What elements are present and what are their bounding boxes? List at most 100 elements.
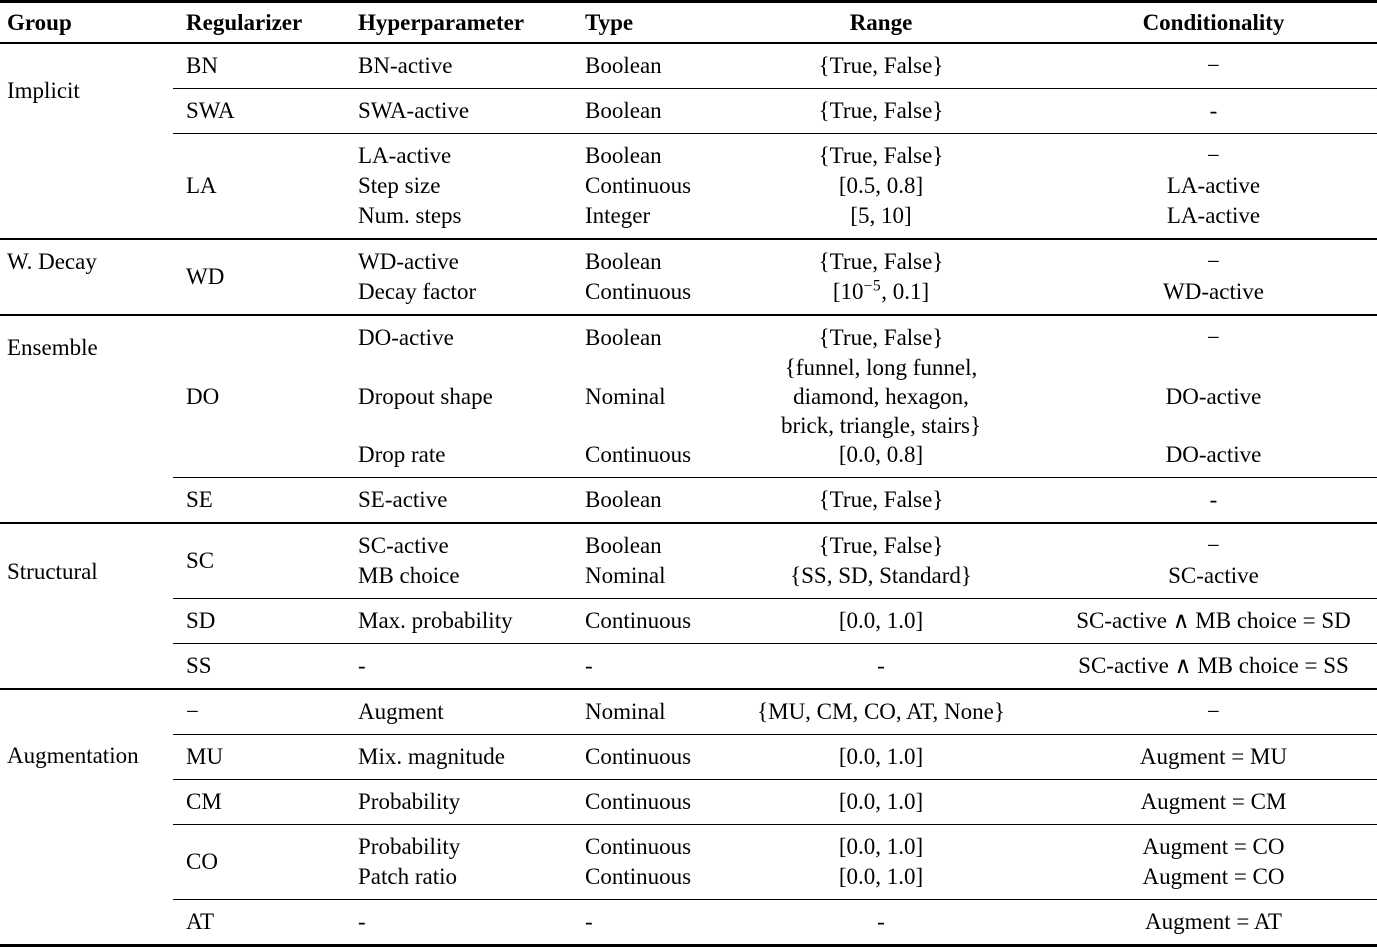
cell-hyperparameter: Max. probability xyxy=(358,608,513,633)
cell-type: Continuous xyxy=(585,279,692,304)
cell-type: Continuous xyxy=(585,608,692,633)
cell-conditionality: DO-active xyxy=(1165,442,1262,467)
range-line: brick, triangle, stairs} xyxy=(780,413,982,438)
cell-type: Boolean xyxy=(585,143,662,168)
table-row: Augment Nominal {MU, CM, CO, AT, None} − xyxy=(358,697,1377,727)
table-row: WD-active Boolean {True, False} − xyxy=(358,247,1377,277)
cell-conditionality: - xyxy=(1209,487,1218,512)
cell-type: Nominal xyxy=(585,383,666,409)
cell-hyperparameter: DO-active xyxy=(358,325,454,350)
cell-hyperparameter: Probability xyxy=(358,834,461,859)
header-regularizer: Regularizer xyxy=(186,10,303,35)
cell-hyperparameter: - xyxy=(358,653,366,678)
table-row: Dropout shape Nominal {funnel, long funn… xyxy=(358,353,1377,440)
cell-type: Boolean xyxy=(585,325,662,350)
cell-range: [0.0, 0.8] xyxy=(838,442,924,467)
cell-range: {True, False} xyxy=(818,249,944,274)
cell-hyperparameter: BN-active xyxy=(358,53,453,78)
cell-range: {True, False} xyxy=(818,325,944,350)
cell-conditionality: − xyxy=(1207,325,1220,350)
cell-conditionality: SC-active xyxy=(1168,563,1259,588)
cell-range: {True, False} xyxy=(818,533,944,558)
regularizer-label: BN xyxy=(186,53,218,78)
cell-hyperparameter: Num. steps xyxy=(358,203,462,228)
table-row: - - - Augment = AT xyxy=(358,907,1377,937)
group-label: Augmentation xyxy=(7,743,139,768)
cell-conditionality: − xyxy=(1207,699,1220,724)
cell-range: {True, False} xyxy=(818,53,944,78)
cell-conditionality: − xyxy=(1207,533,1220,558)
cell-range: [0.0, 1.0] xyxy=(838,608,924,633)
cell-type: - xyxy=(585,653,593,678)
table-row: Max. probability Continuous [0.0, 1.0] S… xyxy=(358,606,1377,636)
cell-type: Boolean xyxy=(585,533,662,558)
cell-conditionality: DO-active xyxy=(1165,383,1262,409)
regularizer-block-wd: WD WD-active Boolean {True, False} − Dec… xyxy=(173,240,1377,314)
regularizer-block-swa: SWA SWA-active Boolean {True, False} - xyxy=(173,88,1377,133)
cell-conditionality: SC-active ∧ MB choice = SD xyxy=(1076,608,1351,633)
cell-range: [0.5, 0.8] xyxy=(838,173,924,198)
cell-conditionality: LA-active xyxy=(1166,203,1261,228)
regularizer-block-la: LA LA-active Boolean {True, False} − Ste… xyxy=(173,133,1377,238)
cell-type: Continuous xyxy=(585,173,692,198)
cell-range: [0.0, 1.0] xyxy=(838,864,924,889)
regularizer-block-se: SE SE-active Boolean {True, False} - xyxy=(173,477,1377,522)
regularizer-block-cm: CM Probability Continuous [0.0, 1.0] Aug… xyxy=(173,779,1377,824)
header-range: Range xyxy=(849,10,913,35)
cell-range: {True, False} xyxy=(818,487,944,512)
cell-type: Boolean xyxy=(585,53,662,78)
table-row: BN-active Boolean {True, False} − xyxy=(358,51,1377,81)
cell-range: [0.0, 1.0] xyxy=(838,789,924,814)
cell-range: - xyxy=(877,909,885,934)
cell-conditionality: − xyxy=(1207,143,1220,168)
cell-conditionality: Augment = MU xyxy=(1139,744,1288,769)
range-line: {funnel, long funnel, xyxy=(784,355,978,380)
regularizer-label: AT xyxy=(186,909,215,934)
cell-conditionality: Augment = CO xyxy=(1142,864,1285,889)
cell-hyperparameter: Patch ratio xyxy=(358,864,457,889)
table-header-row: Group Regularizer Hyperparameter Type Ra… xyxy=(0,3,1377,44)
cell-conditionality: - xyxy=(1209,98,1218,123)
regularizer-block-at: AT - - - Augment = AT xyxy=(173,899,1377,944)
cell-conditionality: Augment = AT xyxy=(1145,909,1282,934)
cell-hyperparameter: LA-active xyxy=(358,143,452,168)
table-row: Step size Continuous [0.5, 0.8] LA-activ… xyxy=(358,171,1377,201)
cell-type: Continuous xyxy=(585,864,692,889)
cell-hyperparameter: - xyxy=(358,909,366,934)
regularizer-label: WD xyxy=(186,264,225,289)
table-row: Mix. magnitude Continuous [0.0, 1.0] Aug… xyxy=(358,742,1377,772)
cell-range: [0.0, 1.0] xyxy=(838,744,924,769)
cell-range: [0.0, 1.0] xyxy=(838,834,924,859)
regularizer-label: SD xyxy=(186,608,216,633)
header-hyperparameter: Hyperparameter xyxy=(358,10,525,35)
cell-range: {True, False} xyxy=(818,98,944,123)
table-row: Num. steps Integer [5, 10] LA-active xyxy=(358,201,1377,231)
table-row: MB choice Nominal {SS, SD, Standard} SC-… xyxy=(358,561,1377,591)
cell-type: Continuous xyxy=(585,834,692,859)
section-structural: Structural SC SC-active Boolean {True, F… xyxy=(0,522,1377,688)
cell-conditionality: WD-active xyxy=(1163,279,1264,304)
cell-conditionality: − xyxy=(1207,53,1220,78)
table-row: LA-active Boolean {True, False} − xyxy=(358,141,1377,171)
cell-range: {funnel, long funnel, diamond, hexagon, … xyxy=(712,353,1050,440)
cell-range: [10−5, 0.1] xyxy=(712,277,1050,307)
range-rest: , 0.1] xyxy=(881,279,930,304)
table-row: Probability Continuous [0.0, 1.0] Augmen… xyxy=(358,787,1377,817)
section-implicit: Implicit BN BN-active Boolean {True, Fal… xyxy=(0,44,1377,238)
group-label: Structural xyxy=(7,559,98,584)
table-row: DO-active Boolean {True, False} − xyxy=(358,323,1377,353)
table-row: Decay factor Continuous [10−5, 0.1] WD-a… xyxy=(358,277,1377,307)
regularizer-block-none: − Augment Nominal {MU, CM, CO, AT, None}… xyxy=(173,690,1377,734)
regularizer-block-sd: SD Max. probability Continuous [0.0, 1.0… xyxy=(173,598,1377,643)
cell-range: {MU, CM, CO, AT, None} xyxy=(757,699,1005,724)
table-row: Patch ratio Continuous [0.0, 1.0] Augmen… xyxy=(358,862,1377,892)
cell-type: Boolean xyxy=(585,487,662,512)
regularizer-label: MU xyxy=(186,744,224,769)
regularizer-block-co: CO Probability Continuous [0.0, 1.0] Aug… xyxy=(173,824,1377,899)
regularizer-block-sc: SC SC-active Boolean {True, False} − MB … xyxy=(173,524,1377,598)
group-label: W. Decay xyxy=(7,249,97,274)
regularizer-label: SWA xyxy=(186,98,235,123)
table-row: Drop rate Continuous [0.0, 0.8] DO-activ… xyxy=(358,440,1377,470)
regularizer-label: SE xyxy=(186,487,213,512)
cell-hyperparameter: Mix. magnitude xyxy=(358,744,505,769)
